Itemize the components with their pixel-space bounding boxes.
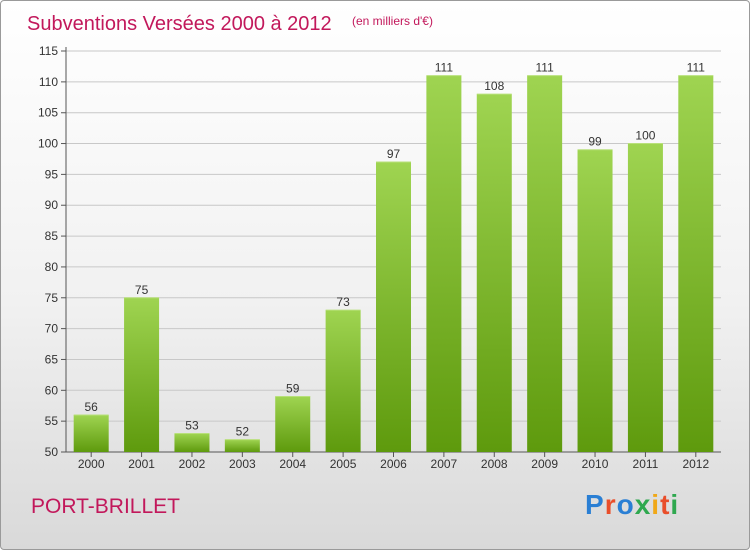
logo-letter: i xyxy=(670,489,680,520)
x-tick-label: 2002 xyxy=(179,457,206,471)
bar xyxy=(527,75,563,452)
bars xyxy=(73,75,714,453)
y-tick-label: 90 xyxy=(45,198,59,212)
y-tick-label: 105 xyxy=(38,106,58,120)
x-tick-label: 2010 xyxy=(582,457,609,471)
chart-subtitle: (en milliers d'€) xyxy=(352,14,433,28)
y-tick-label: 70 xyxy=(45,322,59,336)
y-tick-label: 50 xyxy=(45,445,59,459)
bar xyxy=(275,396,311,452)
y-tick-label: 95 xyxy=(45,167,59,181)
proxiti-logo[interactable]: Proxiti xyxy=(585,489,679,521)
data-label: 75 xyxy=(135,283,149,297)
x-tick-label: 2003 xyxy=(229,457,256,471)
y-tick-label: 55 xyxy=(45,414,59,428)
bar xyxy=(376,162,411,453)
y-tick-label: 115 xyxy=(39,44,58,58)
bar xyxy=(627,143,663,453)
logo-letter: t xyxy=(660,489,671,520)
y-tick-labels: 50 55 60 65 70 75 80 85 90 95 100 105 110 115 xyxy=(38,44,58,459)
logo-letter: x xyxy=(634,489,652,520)
bar xyxy=(426,75,462,452)
bar xyxy=(476,94,512,452)
data-label: 111 xyxy=(687,61,706,75)
y-tick-label: 80 xyxy=(45,260,59,274)
data-label: 111 xyxy=(536,61,555,75)
x-tick-label: 2011 xyxy=(633,457,659,471)
data-label: 59 xyxy=(286,381,300,395)
data-label: 111 xyxy=(435,61,454,75)
x-tick-label: 2006 xyxy=(380,457,407,471)
y-tick-label: 85 xyxy=(45,229,59,243)
logo-letter: P xyxy=(585,489,605,520)
data-label: 73 xyxy=(336,295,350,309)
x-tick-label: 2004 xyxy=(279,457,306,471)
chart-title: Subventions Versées 2000 à 2012 xyxy=(27,13,332,35)
x-tick-label: 2012 xyxy=(682,457,709,471)
data-label: 100 xyxy=(635,129,655,143)
bar xyxy=(224,439,260,452)
data-label: 97 xyxy=(387,147,401,161)
x-tick-label: 2008 xyxy=(481,457,508,471)
data-label: 108 xyxy=(484,79,504,93)
logo-letter: i xyxy=(651,489,661,520)
bar xyxy=(174,433,210,452)
y-tick-label: 75 xyxy=(45,291,59,305)
data-label: 56 xyxy=(85,400,99,414)
data-label: 52 xyxy=(236,425,250,439)
bar xyxy=(73,414,109,452)
y-tick-label: 60 xyxy=(45,383,59,397)
bar xyxy=(325,310,361,452)
logo-letter: o xyxy=(616,489,635,520)
bar xyxy=(577,149,613,452)
y-tick-label: 65 xyxy=(45,352,59,366)
logo-letter: r xyxy=(604,489,617,520)
x-tick-label: 2007 xyxy=(431,457,458,471)
bar xyxy=(124,297,160,452)
data-labels: 56 75 53 52 59 73 97 111 108 111 99 100 111 xyxy=(85,61,706,439)
bar xyxy=(678,75,714,452)
place-name: PORT-BRILLET xyxy=(31,495,180,518)
x-tick-label: 2005 xyxy=(330,457,357,471)
y-tick-label: 110 xyxy=(39,75,58,89)
y-tick-label: 100 xyxy=(38,137,58,151)
x-tick-label: 2001 xyxy=(128,457,155,471)
x-tick-labels: 2000 2001 2002 2003 2004 2005 2006 2007 2008 2009… xyxy=(78,457,710,471)
x-tick-label: 2000 xyxy=(78,457,105,471)
data-label: 99 xyxy=(588,135,602,149)
x-tick-label: 2009 xyxy=(531,457,558,471)
data-label: 53 xyxy=(185,418,199,432)
